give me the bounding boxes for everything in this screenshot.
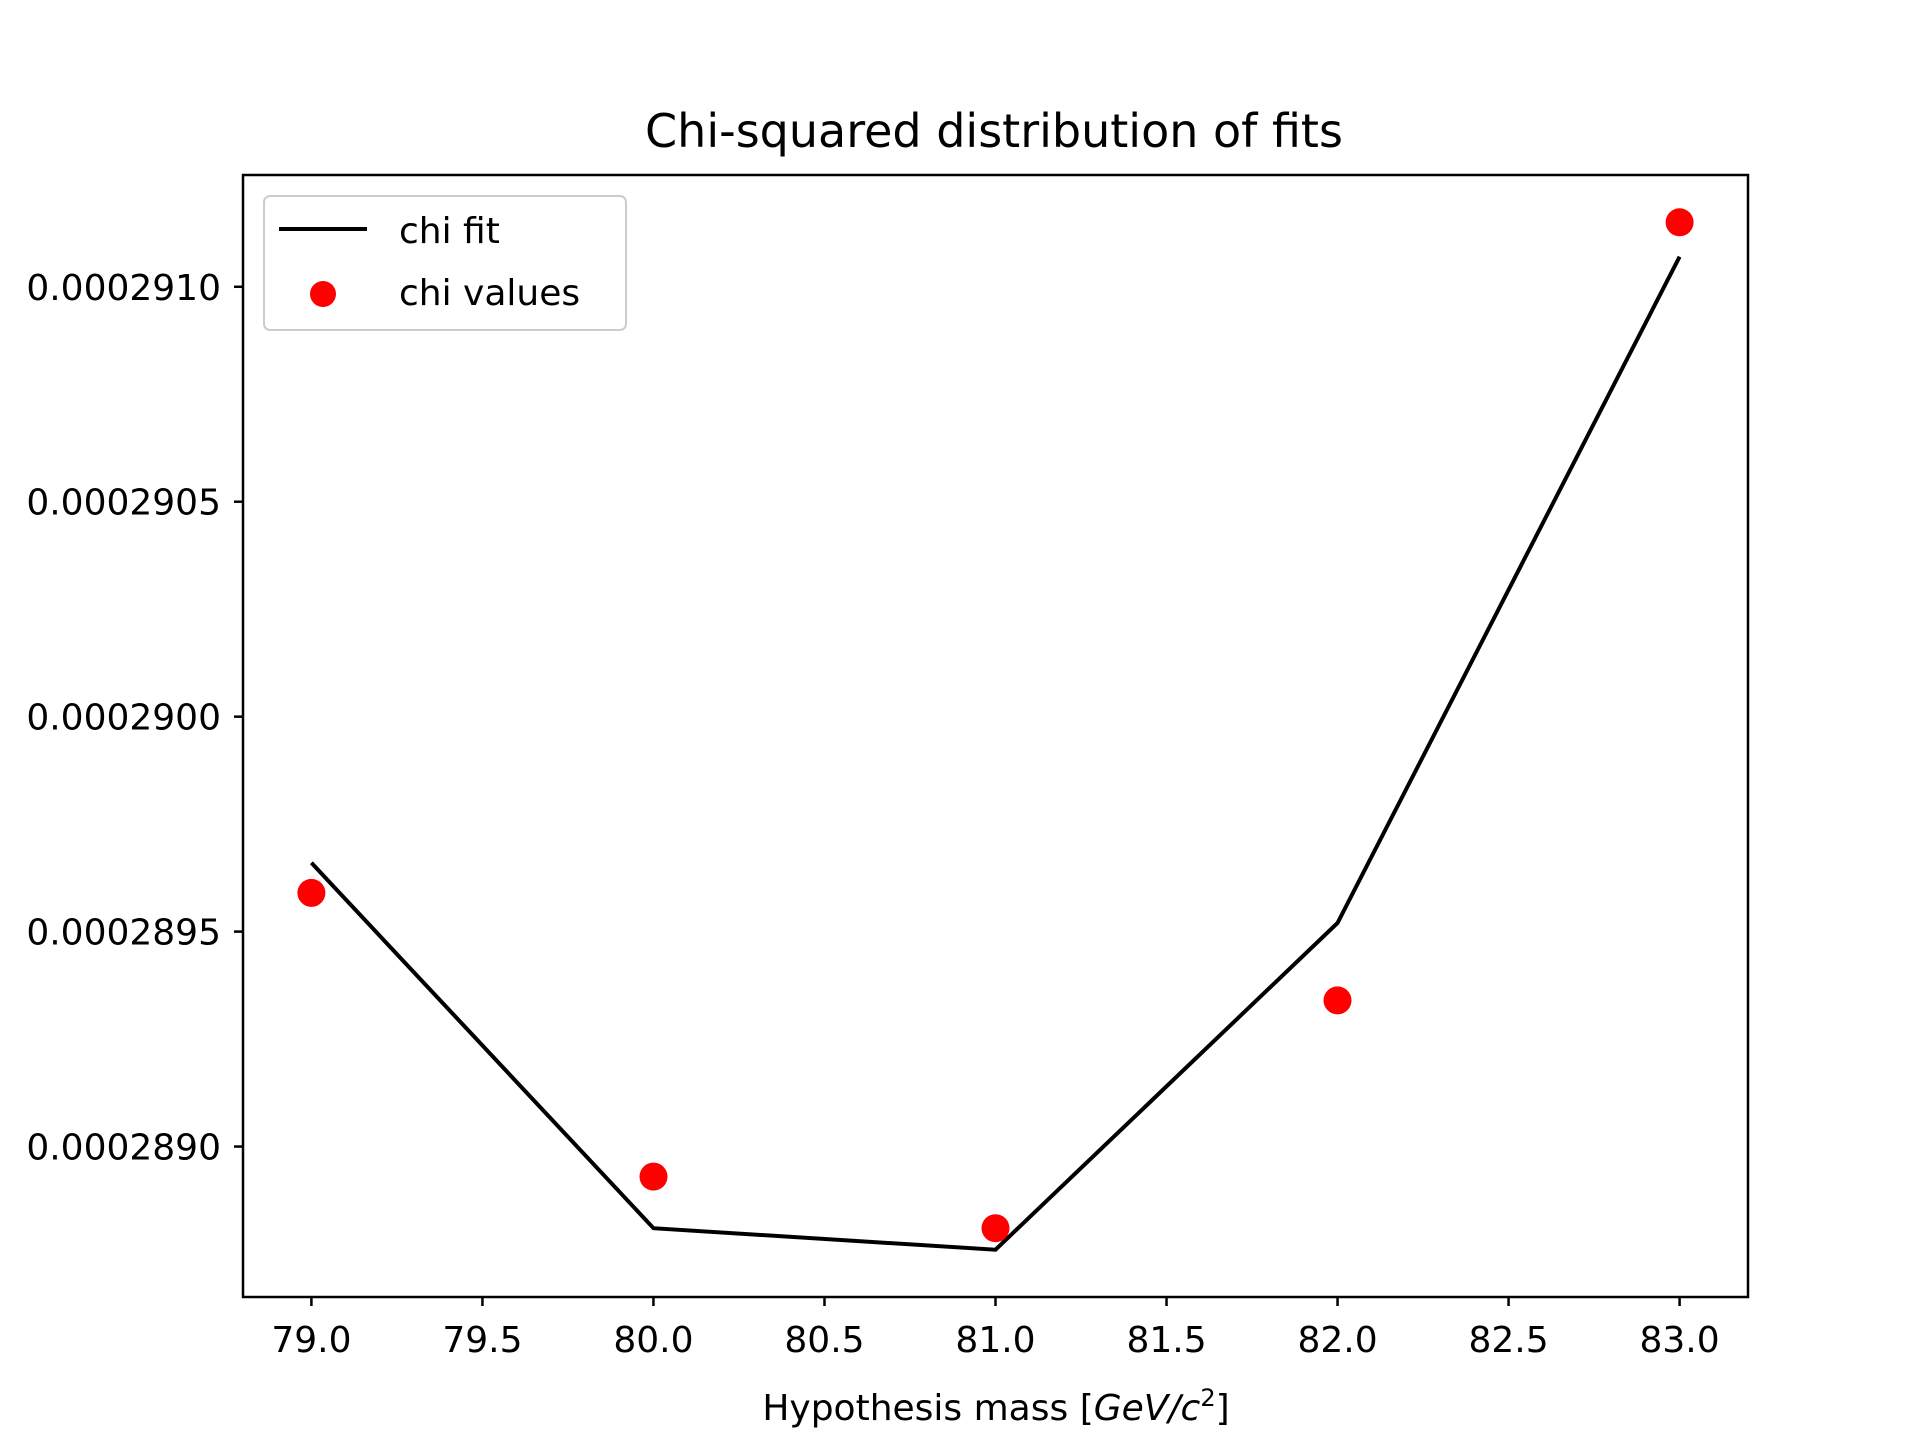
x-axis-label-superscript: 2 (1200, 1384, 1215, 1412)
y-tick-label: 0.0002890 (26, 1128, 221, 1169)
legend-label-chi-values: chi values (399, 273, 580, 314)
data-point-chi-values-2 (981, 1214, 1010, 1243)
x-tick-label: 79.5 (442, 1320, 522, 1361)
x-tick-label: 80.5 (784, 1320, 864, 1361)
x-tick-label: 82.0 (1297, 1320, 1377, 1361)
x-tick-label: 83.0 (1640, 1320, 1720, 1361)
x-axis: 79.0 79.5 80.0 80.5 81.0 81.5 82.0 82.5 83.0 (271, 1297, 1720, 1361)
data-point-chi-values-3 (1323, 986, 1352, 1015)
data-point-chi-values-0 (297, 878, 326, 907)
x-axis-label: Hypothesis mass [GeV/c2] (762, 1384, 1229, 1429)
x-tick-label: 81.0 (955, 1320, 1035, 1361)
y-tick-label: 0.0002900 (26, 698, 221, 739)
y-tick-label: 0.0002895 (26, 913, 221, 954)
chart-title: Chi-squared distribution of fits (645, 104, 1343, 158)
x-tick-label: 82.5 (1468, 1320, 1548, 1361)
x-axis-label-close: ] (1216, 1388, 1230, 1429)
plot-area (297, 208, 1694, 1252)
y-tick-label: 0.0002905 (26, 483, 221, 524)
legend-marker-swatch (310, 281, 336, 307)
x-axis-label-unit: GeV/c (1094, 1388, 1201, 1429)
data-point-chi-values-1 (639, 1162, 668, 1191)
y-axis: 0.0002890 0.0002895 0.0002900 0.0002905 0.00… (26, 268, 243, 1169)
x-tick-label: 79.0 (271, 1320, 351, 1361)
x-tick-label: 81.5 (1126, 1320, 1206, 1361)
legend-label-chi-fit: chi fit (399, 211, 500, 252)
series-line-chi-fit (309, 255, 1682, 1252)
data-point-chi-values-4 (1665, 208, 1694, 237)
legend: chi fit chi values (263, 195, 627, 331)
y-tick-label: 0.0002910 (26, 268, 221, 309)
x-tick-label: 80.0 (613, 1320, 693, 1361)
x-axis-label-text: Hypothesis mass [ (762, 1388, 1093, 1429)
